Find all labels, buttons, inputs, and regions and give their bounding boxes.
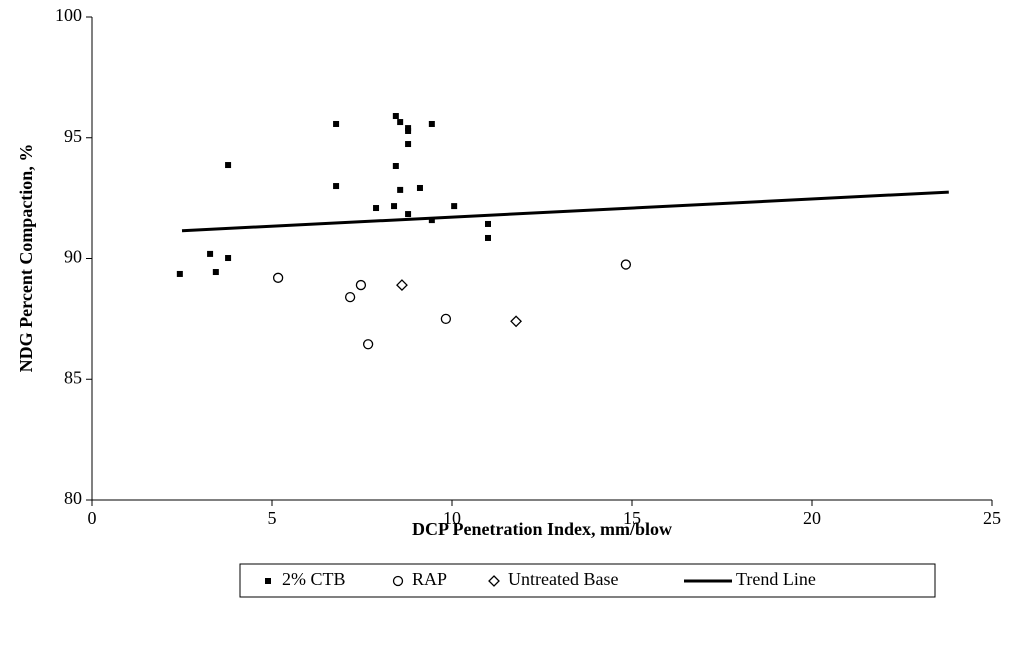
x-axis-label: DCP Penetration Index, mm/blow (412, 519, 672, 539)
point (362, 339, 374, 350)
legend-label: 2% CTB (282, 569, 346, 589)
point (392, 163, 399, 170)
y-tick-label: 80 (64, 488, 82, 508)
point (485, 234, 491, 241)
point (225, 255, 232, 262)
point (355, 279, 367, 291)
point (485, 220, 491, 227)
point (510, 315, 522, 328)
x-tick-label: 5 (268, 508, 277, 528)
point (176, 270, 183, 277)
x-tick-label: 25 (983, 508, 1001, 528)
point (333, 183, 340, 190)
point (396, 279, 408, 291)
legend-box (239, 563, 936, 598)
point (207, 250, 214, 257)
point (212, 269, 219, 276)
point (397, 119, 404, 126)
point (344, 291, 356, 303)
y-tick-label: 85 (64, 367, 82, 387)
point (405, 211, 412, 218)
x-tick-label: 10 (443, 508, 461, 528)
legend-label: Trend Line (736, 569, 816, 589)
x-tick-label: 15 (623, 508, 641, 528)
point (405, 141, 412, 148)
legend-swatch (265, 578, 271, 584)
legend-swatch (392, 575, 404, 587)
x-tick-label: 0 (88, 508, 97, 528)
y-axis-label: NDG Percent Compaction, % (16, 144, 36, 373)
y-tick-label: 95 (64, 126, 82, 146)
legend-swatch (488, 575, 500, 587)
point (620, 259, 632, 270)
point (405, 127, 412, 134)
point (451, 203, 458, 210)
y-tick-label: 90 (64, 247, 82, 267)
point (416, 184, 423, 191)
point (391, 203, 398, 210)
legend-label: Untreated Base (508, 569, 618, 589)
point (272, 272, 284, 283)
y-tick-label: 100 (55, 5, 82, 25)
point (333, 120, 340, 127)
point (428, 217, 435, 224)
point (428, 120, 435, 127)
x-tick-label: 20 (803, 508, 821, 528)
point (397, 186, 404, 193)
point (440, 313, 452, 325)
trend-line (181, 190, 949, 233)
point (392, 113, 399, 120)
point (225, 162, 232, 169)
legend-label: RAP (412, 569, 447, 589)
point (373, 205, 380, 212)
